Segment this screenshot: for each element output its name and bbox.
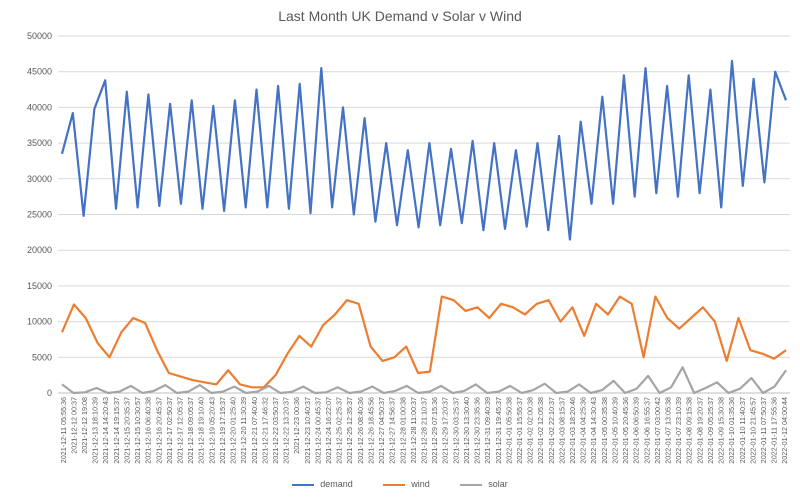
x-tick-label: 2021-12-28 11:00:37 [409,397,418,463]
x-tick-label: 2021-12-23 10:40:37 [303,397,312,464]
x-tick-label: 2021-12-18 09:05:37 [186,397,195,464]
x-tick-label: 2022-01-05 00:35:38 [600,397,609,464]
x-tick-label: 2022-01-11 07:50:37 [759,397,768,463]
y-tick-label: 10000 [27,317,52,327]
y-tick-label: 0 [47,388,52,398]
x-tick-label: 2022-01-11 17:55:36 [770,397,779,463]
x-tick-label: 2021-12-13 18:10:39 [91,397,100,464]
x-tick-label: 2021-12-15 20:35:37 [123,397,132,464]
legend-label-wind: wind [411,479,430,489]
x-tick-label: 2021-12-30 03:25:37 [451,397,460,464]
x-tick-label: 2021-12-16 06:40:38 [144,397,153,464]
x-tick-label: 2021-12-19 17:15:37 [218,397,227,464]
x-tick-label: 2022-01-03 18:20:46 [568,397,577,464]
x-tick-label: 2022-01-02 02:00:38 [526,397,535,464]
x-tick-label: 2021-12-17 02:50:37 [165,397,174,464]
x-tick-label: 2021-12-24 16:22:07 [324,397,333,464]
legend-item-demand: demand [292,479,353,489]
x-tick-label: 2021-12-30 13:30:40 [462,397,471,464]
x-tick-label: 2022-01-02 22:10:37 [547,397,556,464]
series-line-demand [60,59,788,241]
x-tick-label: 2021-12-20 11:30:39 [239,397,248,463]
x-tick-label: 2021-12-21 17:46:32 [260,397,269,464]
x-tick-label: 2021-12-12 00:37 [69,397,78,454]
x-tick-label: 2021-12-21 07:40:40 [250,397,259,464]
x-tick-label: 2021-12-11 05:55:36 [59,397,68,463]
legend-swatch-solar [460,483,483,486]
x-tick-label: 2021-12-23 00:36 [292,397,301,454]
x-tick-label: 2022-01-10 21:45:57 [748,397,757,464]
legend-swatch-wind [383,483,406,486]
x-tick-label: 2022-01-03 08:15:37 [557,397,566,464]
legend: demand wind solar [0,479,800,489]
chart-title: Last Month UK Demand v Solar v Wind [278,8,522,24]
x-tick-label: 2021-12-18 19:10:40 [197,397,206,464]
x-tick-label: 2021-12-22 13:20:37 [282,397,291,464]
x-tick-label: 2022-01-06 06:50:39 [632,397,641,464]
x-tick-label: 2021-12-29 17:20:37 [441,397,450,464]
x-tick-label: 2022-01-05 10:40:39 [611,397,620,464]
x-tick-label: 2021-12-31 19:45:37 [494,397,503,464]
x-tick-label: 2022-01-12 04:00:44 [780,397,789,464]
y-tick-label: 50000 [27,31,52,41]
x-tick-label: 2021-12-17 12:05:37 [176,397,185,464]
x-tick-label: 2021-12-12 19:08 [80,397,89,454]
x-tick-label: 2022-01-08 19:20:37 [695,397,704,464]
y-tick-label: 25000 [27,210,52,220]
x-tick-label: 2021-12-15 10:30:57 [133,397,142,464]
x-tick-label: 2022-01-01 05:50:38 [504,397,513,464]
x-tick-label: 2021-12-27 04:50:37 [377,397,386,464]
x-tick-label: 2021-12-19 05:20:43 [207,397,216,464]
x-tick-label: 2022-01-01 15:55:37 [515,397,524,464]
x-tick-label: 2021-12-29 07:15:36 [430,397,439,464]
x-tick-label: 2021-12-14 19:15:37 [112,397,121,464]
x-tick-label: 2022-01-04 04:25:36 [579,397,588,464]
x-tick-label: 2021-12-26 08:40:36 [356,397,365,464]
x-tick-label: 2022-01-07 23:10:39 [674,397,683,464]
x-tick-label: 2022-01-08 09:15:38 [685,397,694,464]
x-tick-label: 2021-12-22 03:50:37 [271,397,280,464]
x-tick-label: 2021-12-24 00:45:37 [313,397,322,464]
x-tick-label: 2022-01-09 15:30:38 [717,397,726,464]
x-tick-label: 2022-01-10 11:40:37 [738,397,747,463]
y-tick-label: 20000 [27,245,52,255]
legend-item-wind: wind [383,479,430,489]
x-tick-label: 2021-12-31 09:40:39 [483,397,492,464]
x-tick-label: 2022-01-07 03:00:42 [653,397,662,464]
x-tick-label: 2022-01-05 20:45:36 [621,397,630,464]
x-tick-label: 2021-12-26 18:45:56 [367,397,376,464]
y-tick-label: 40000 [27,102,52,112]
legend-swatch-demand [292,483,315,486]
x-tick-label: 2021-12-14 14:20:43 [101,397,110,464]
y-tick-label: 35000 [27,138,52,148]
x-tick-label: 2022-01-10 01:35:36 [727,397,736,464]
y-tick-label: 5000 [32,352,52,362]
series-line-solar [61,366,787,395]
x-tick-label: 2021-12-25 12:35:37 [345,397,354,464]
legend-label-solar: solar [488,479,508,489]
series-line-wind [60,295,787,389]
x-tick-label: 2021-12-30 23:35:36 [473,397,482,464]
x-tick-label: 2021-12-27 14:56:37 [388,397,397,464]
x-tick-label: 2021-12-16 20:45:37 [154,397,163,464]
y-tick-label: 45000 [27,67,52,77]
x-tick-label: 2022-01-09 05:25:37 [706,397,715,464]
y-tick-label: 30000 [27,174,52,184]
x-tick-label: 2022-01-07 13:05:38 [664,397,673,464]
legend-label-demand: demand [320,479,353,489]
legend-item-solar: solar [460,479,508,489]
x-tick-label: 2021-12-20 01:25:40 [229,397,238,464]
x-tick-label: 2022-01-02 12:05:38 [536,397,545,464]
x-tick-label: 2021-12-25 02:25:37 [335,397,344,464]
x-tick-label: 2021-12-28 01:00:38 [398,397,407,464]
x-tick-label: 2021-12-28 21:10:37 [420,397,429,464]
x-tick-label: 2022-01-04 14:30:43 [589,397,598,464]
x-tick-label: 2022-01-06 16:55:37 [642,397,651,464]
y-tick-label: 15000 [27,281,52,291]
